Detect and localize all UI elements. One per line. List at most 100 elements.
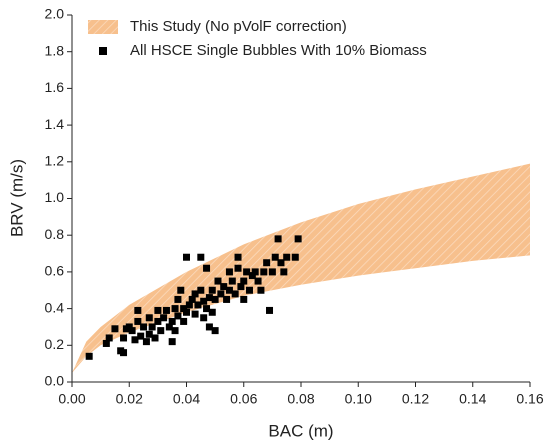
scatter-point (205, 294, 213, 302)
scatter-point (254, 277, 262, 285)
scatter-point (168, 317, 176, 325)
y-tick-label: 2.0 (45, 6, 65, 22)
scatter-point (111, 325, 119, 333)
legend-label: This Study (No pVolF correction) (130, 18, 347, 35)
scatter-point (102, 339, 110, 347)
scatter-point (157, 327, 165, 335)
scatter-point (188, 295, 196, 303)
scatter-point (251, 268, 259, 276)
x-tick-label: 0.12 (402, 391, 429, 407)
scatter-point (231, 290, 239, 298)
scatter-point (208, 286, 216, 294)
scatter-point (191, 310, 199, 318)
scatter-point (203, 264, 211, 272)
scatter-point (223, 295, 231, 303)
scatter-point (194, 301, 202, 309)
y-axis-title: BRV (m/s) (7, 159, 26, 237)
scatter-point (217, 290, 225, 298)
scatter-point (85, 352, 93, 360)
y-tick-label: 1.0 (45, 189, 65, 205)
x-tick-label: 0.06 (230, 391, 257, 407)
scatter-point (234, 253, 242, 261)
scatter-point (248, 272, 256, 280)
scatter-point (145, 314, 153, 322)
y-tick-label: 0.0 (45, 373, 65, 389)
scatter-point (134, 306, 142, 314)
scatter-point (208, 308, 216, 316)
scatter-point (280, 268, 288, 276)
scatter-point (177, 286, 185, 294)
scatter-point (277, 259, 285, 267)
scatter-point (240, 277, 248, 285)
scatter-point (225, 268, 233, 276)
scatter-point (160, 314, 168, 322)
scatter-point (180, 305, 188, 313)
scatter-point (154, 317, 162, 325)
x-tick-label: 0.08 (287, 391, 314, 407)
scatter-point (245, 286, 253, 294)
scatter-point (162, 306, 170, 314)
scatter-point (134, 317, 142, 325)
scatter-point (211, 327, 219, 335)
legend-swatch (99, 47, 107, 55)
scatter-point (228, 277, 236, 285)
scatter-point (220, 283, 228, 291)
x-tick-label: 0.00 (58, 391, 85, 407)
scatter-point (154, 306, 162, 314)
scatter-point (120, 334, 128, 342)
x-tick-label: 0.10 (345, 391, 372, 407)
scatter-point (131, 336, 139, 344)
scatter-point (120, 349, 128, 357)
scatter-point (237, 283, 245, 291)
x-tick-label: 0.14 (459, 391, 486, 407)
scatter-point (105, 334, 113, 342)
scatter-point (148, 323, 156, 331)
band-area (72, 163, 530, 373)
scatter-point (211, 295, 219, 303)
scatter-point (291, 253, 299, 261)
x-tick-label: 0.16 (516, 391, 543, 407)
x-axis-title: BAC (m) (268, 421, 333, 440)
y-tick-label: 0.8 (45, 226, 65, 242)
scatter-point (145, 330, 153, 338)
scatter-point (137, 332, 145, 340)
scatter-point (260, 268, 268, 276)
scatter-point (263, 259, 271, 267)
legend-label: All HSCE Single Bubbles With 10% Biomass (130, 42, 427, 59)
y-tick-label: 1.6 (45, 79, 65, 95)
y-tick-label: 0.4 (45, 299, 65, 315)
scatter-point (165, 323, 173, 331)
x-tick-label: 0.02 (116, 391, 143, 407)
scatter-point (185, 301, 193, 309)
scatter-point (274, 235, 282, 243)
scatter-point (266, 306, 274, 314)
scatter-point (205, 323, 213, 331)
scatter-point (243, 268, 251, 276)
y-tick-label: 1.8 (45, 42, 65, 58)
scatter-point (225, 286, 233, 294)
scatter-point (180, 317, 188, 325)
scatter-point (234, 264, 242, 272)
y-tick-label: 0.2 (45, 336, 65, 352)
scatter-point (257, 286, 265, 294)
scatter-point (197, 253, 205, 261)
scatter-point (171, 305, 179, 313)
y-tick-label: 1.4 (45, 116, 65, 132)
scatter-point (271, 253, 279, 261)
scatter-point (125, 323, 133, 331)
scatter-point (174, 312, 182, 320)
y-tick-label: 0.6 (45, 263, 65, 279)
scatter-point (214, 277, 222, 285)
scatter-point (268, 268, 276, 276)
scatter-point (140, 323, 148, 331)
scatter-point (240, 295, 248, 303)
scatter-point (171, 327, 179, 335)
scatter-point (183, 308, 190, 316)
scatter-point (183, 253, 190, 261)
scatter-point (203, 305, 211, 313)
scatter-point (191, 290, 199, 298)
scatter-point (142, 338, 150, 346)
scatter-point (174, 295, 182, 303)
x-tick-label: 0.04 (173, 391, 200, 407)
